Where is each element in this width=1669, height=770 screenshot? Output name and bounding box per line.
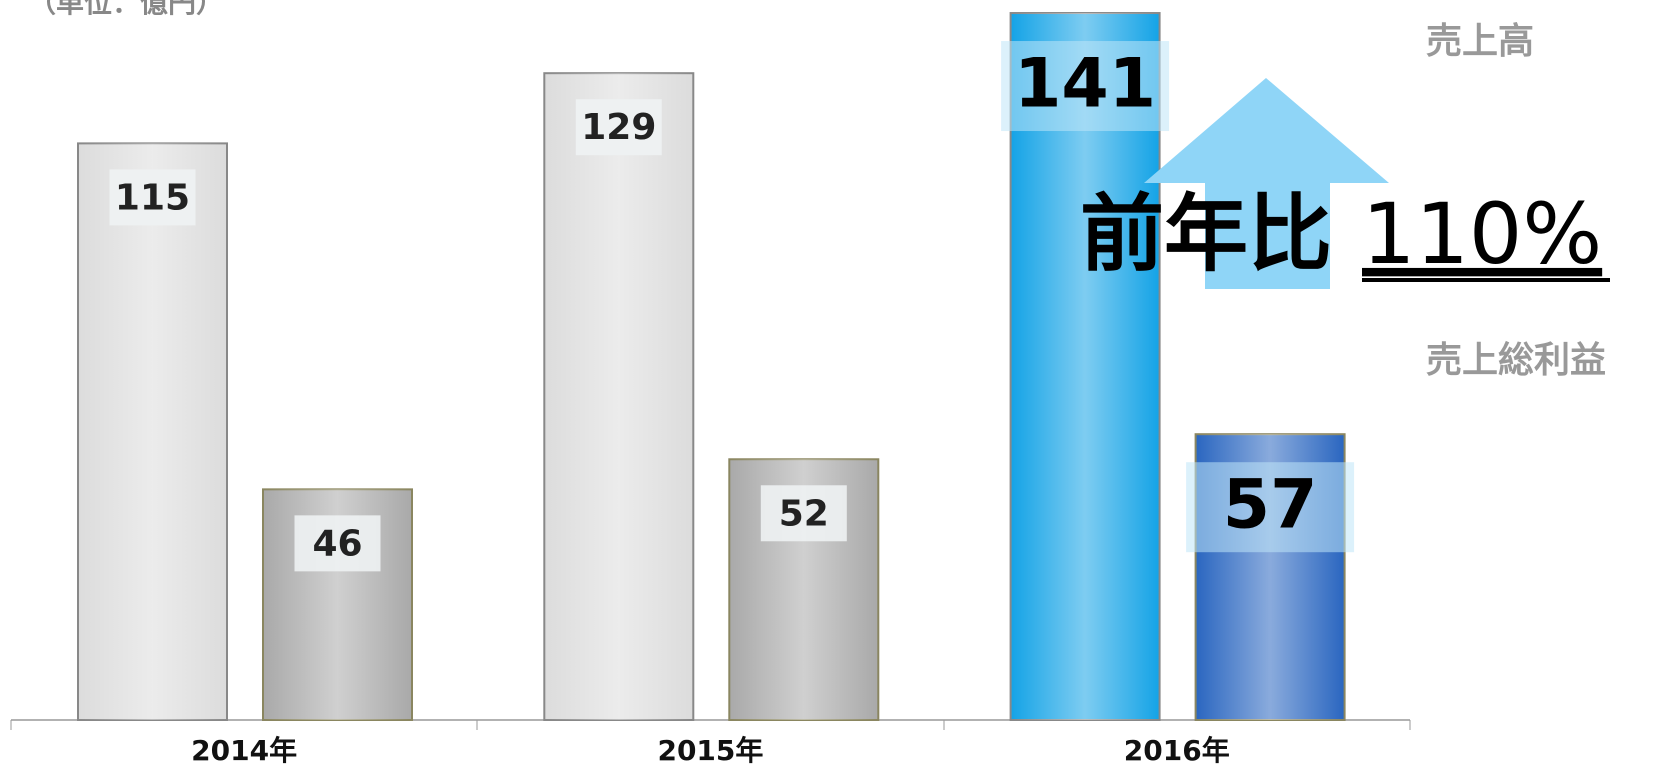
value-label-box	[1186, 462, 1355, 553]
value-label: 141	[1014, 45, 1156, 124]
value-label: 115	[115, 177, 190, 218]
unit-label: （単位：億円）	[28, 0, 224, 19]
x-tick-label: 2016年	[1124, 734, 1230, 767]
value-label-box	[1001, 41, 1170, 132]
legend-label: 売上高	[1426, 21, 1534, 62]
x-tick-label: 2015年	[657, 734, 763, 767]
bar-shine	[544, 73, 694, 720]
value-label-box	[575, 99, 662, 156]
annotation: 110%	[1362, 185, 1602, 283]
value-label-box	[294, 515, 381, 572]
value-label: 46	[312, 523, 362, 564]
arrow	[1144, 78, 1389, 289]
value-label: 129	[581, 107, 656, 148]
value-label: 52	[779, 493, 829, 534]
x-tick-label: 2014年	[191, 734, 297, 767]
bars: 2014年 115 46 2015年 129 52 2016年 141 57	[77, 12, 1355, 767]
value-label-box	[760, 485, 847, 542]
value-label-box	[109, 169, 196, 226]
bar-shine	[78, 143, 227, 720]
legend-label: 売上総利益	[1426, 340, 1606, 381]
annotation: 前年比	[1080, 185, 1332, 283]
value-label: 57	[1223, 466, 1318, 545]
